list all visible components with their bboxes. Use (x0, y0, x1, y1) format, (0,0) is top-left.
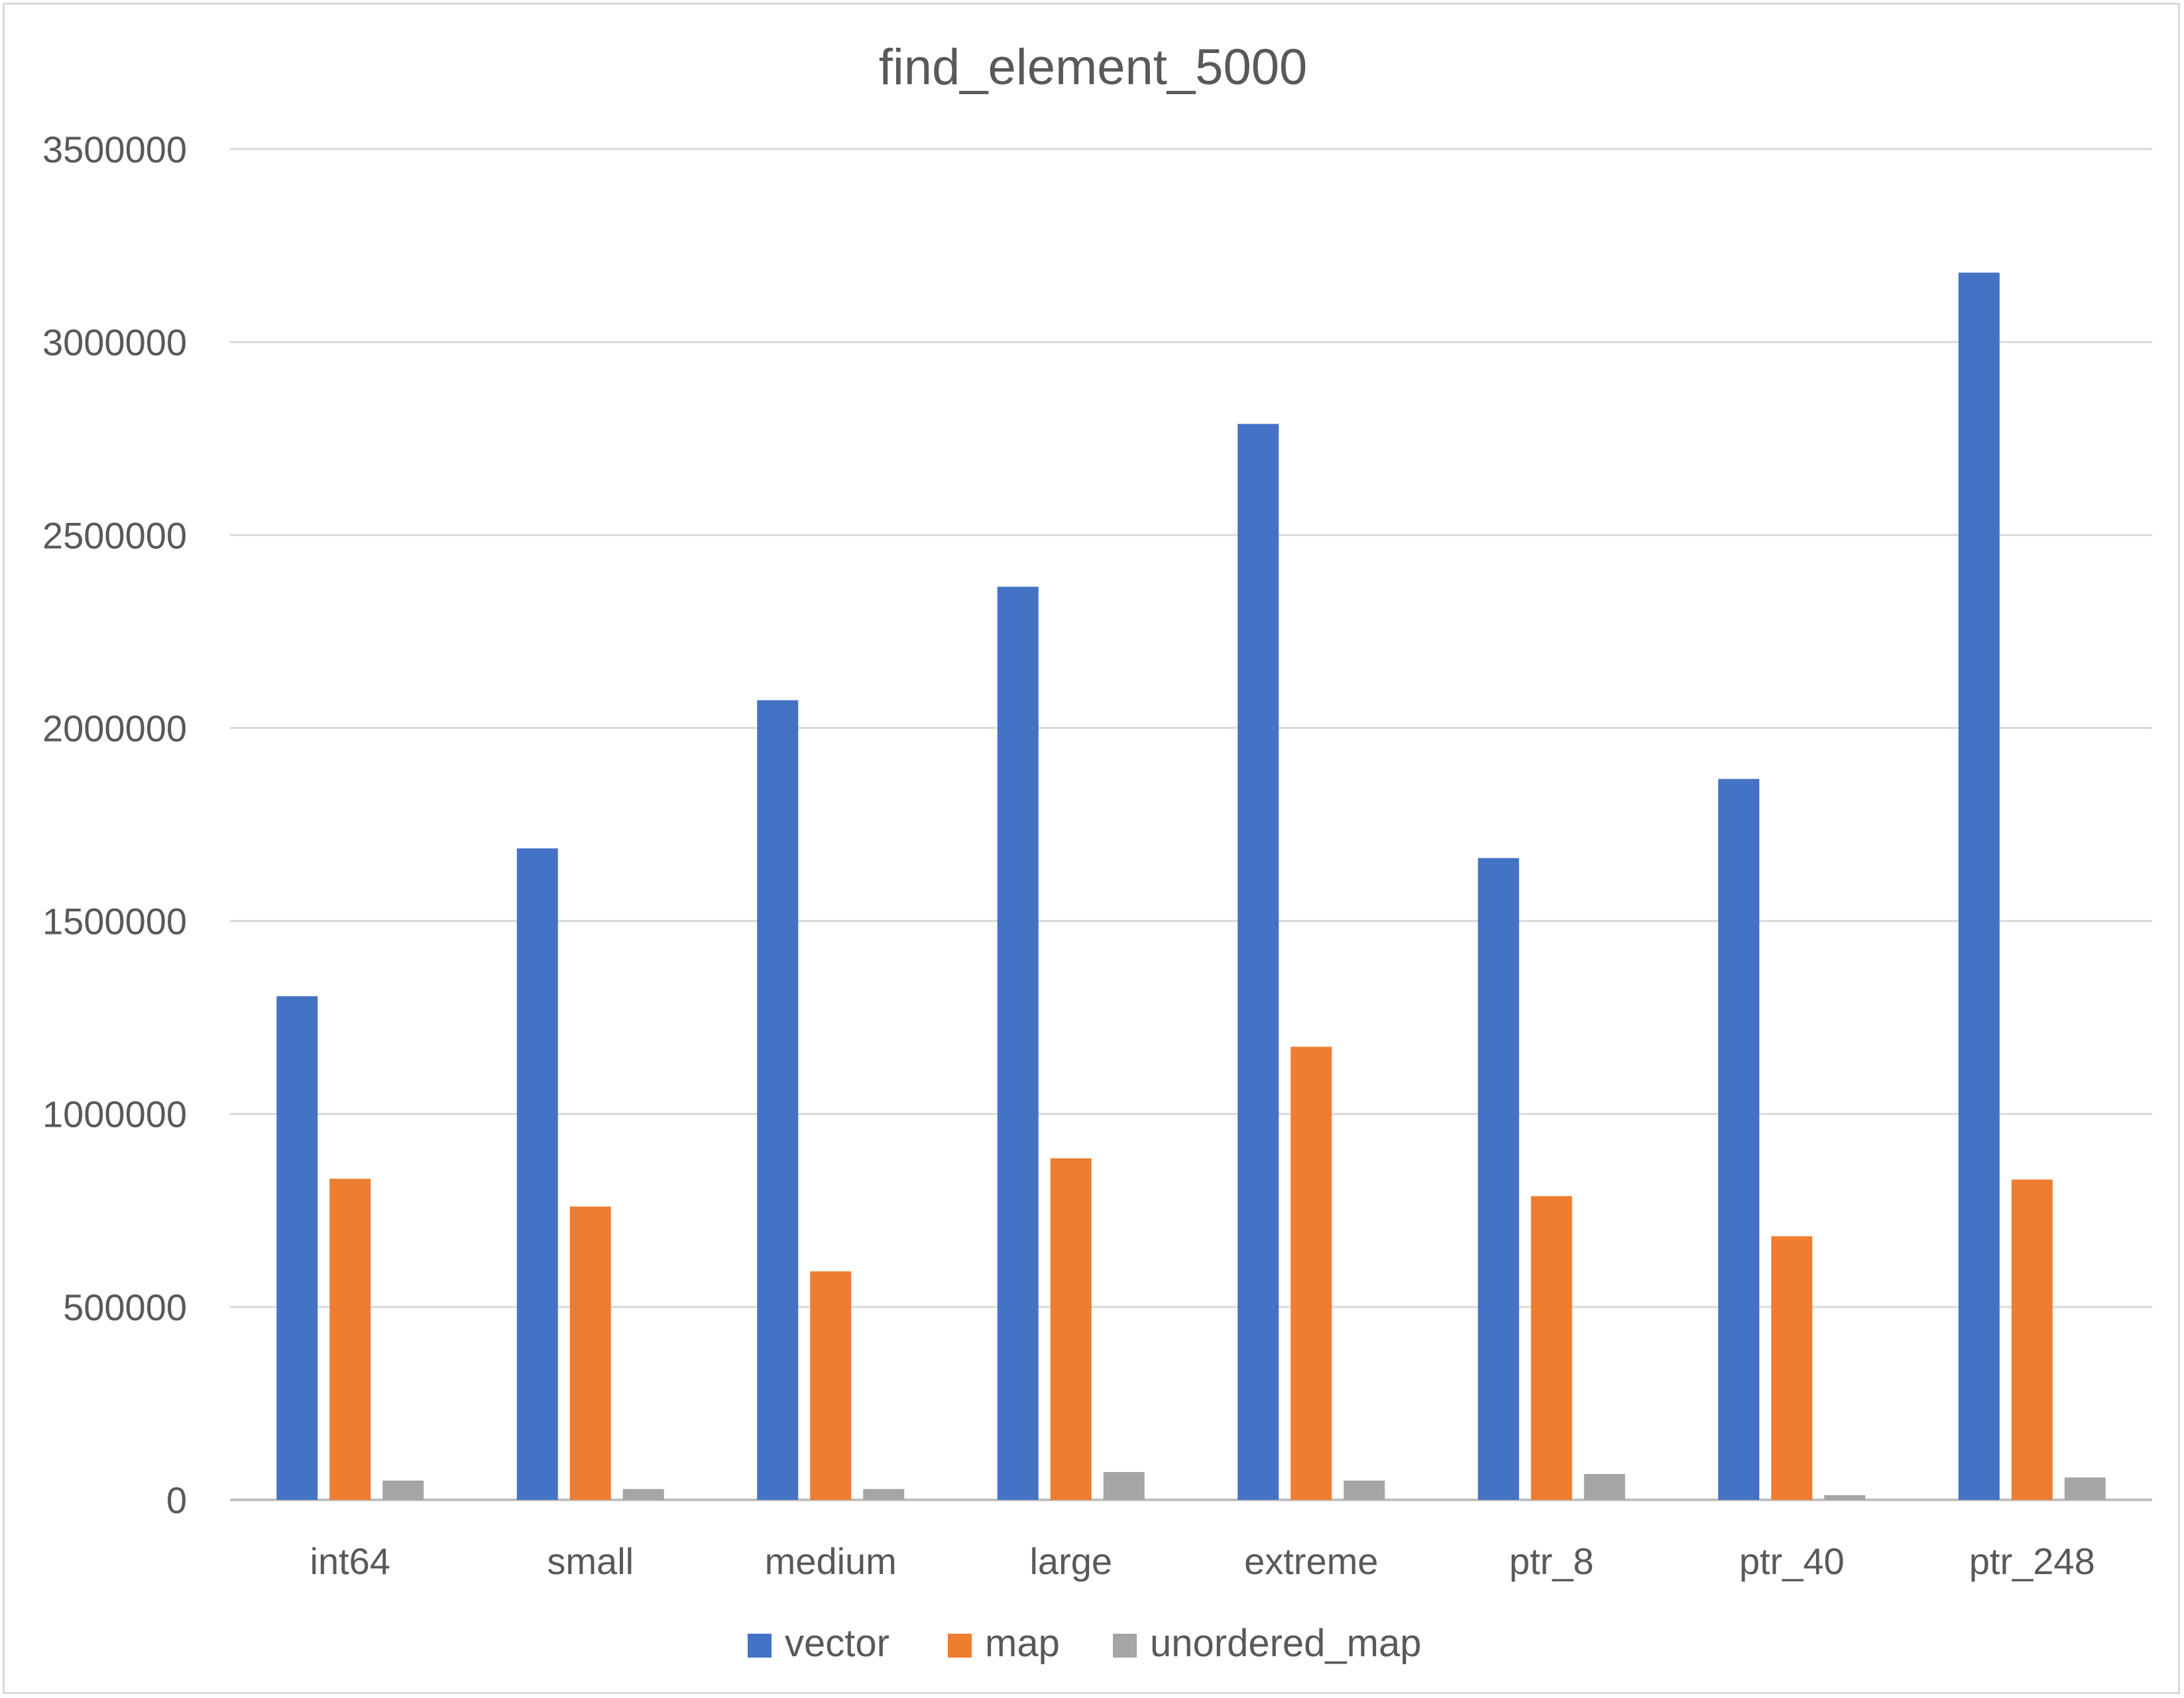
bar-unordered-map-ptr-8 (1583, 1473, 1625, 1500)
bar-map-small (569, 1206, 611, 1500)
bar-map-ptr-8 (1530, 1196, 1572, 1500)
bar-vector-small (516, 848, 558, 1500)
legend-label-unordered-map: unordered_map (1150, 1622, 1422, 1665)
y-tick-label: 2000000 (42, 707, 187, 749)
bar-vector-extreme (1237, 424, 1279, 1500)
y-axis-tick-labels: 0 500000 1000000 1500000 2000000 2500000 30000… (42, 129, 187, 1521)
bar-map-medium (810, 1271, 852, 1500)
y-tick-label: 3000000 (42, 321, 187, 363)
x-tick-label: medium (765, 1540, 897, 1582)
bar-vector-medium (757, 700, 799, 1500)
bar-unordered-map-small (622, 1489, 664, 1500)
x-tick-label: ptr_248 (1969, 1540, 2095, 1582)
bar-unordered-map-large (1103, 1472, 1145, 1500)
legend: vector map unordered_map (748, 1622, 1422, 1665)
bar-vector-ptr-248 (1958, 272, 2000, 1500)
bar-unordered-map-extreme (1344, 1480, 1385, 1500)
bar-map-ptr-40 (1771, 1236, 1813, 1500)
chart-title: find_element_5000 (879, 39, 1308, 95)
x-tick-label: extreme (1244, 1540, 1378, 1582)
bar-unordered-map-ptr-40 (1824, 1495, 1866, 1500)
bar-chart: find_element_5000 0 500000 1000000 1500000 2… (42, 39, 2152, 1665)
x-tick-label: ptr_40 (1739, 1540, 1845, 1582)
bars (276, 272, 2106, 1500)
bar-map-ptr-248 (2011, 1179, 2053, 1500)
bar-vector-large (997, 587, 1039, 1500)
x-tick-label: ptr_8 (1509, 1540, 1594, 1582)
bar-unordered-map-int64 (382, 1480, 424, 1500)
legend-swatch-map (948, 1634, 972, 1658)
bar-unordered-map-medium (863, 1489, 905, 1500)
y-tick-label: 3500000 (42, 129, 187, 170)
chart-area: find_element_5000 0 500000 1000000 1500000 2… (3, 3, 2180, 1694)
legend-label-map: map (985, 1622, 1060, 1665)
legend-swatch-unordered-map (1113, 1634, 1137, 1658)
y-tick-label: 500000 (63, 1286, 187, 1328)
bar-map-large (1050, 1158, 1092, 1500)
legend-swatch-vector (748, 1634, 772, 1658)
bar-unordered-map-ptr-248 (2064, 1477, 2106, 1500)
x-axis-tick-labels: int64 small medium large extreme ptr_8 ptr_40 p… (310, 1540, 2095, 1582)
bar-vector-int64 (276, 996, 318, 1500)
x-tick-label: small (547, 1540, 634, 1582)
bar-map-int64 (329, 1178, 371, 1500)
bar-map-extreme (1291, 1047, 1332, 1500)
y-tick-label: 2500000 (42, 514, 187, 556)
y-tick-label: 1000000 (42, 1094, 187, 1135)
x-tick-label: int64 (310, 1540, 390, 1582)
y-tick-label: 1500000 (42, 901, 187, 942)
x-tick-label: large (1029, 1540, 1112, 1582)
bar-vector-ptr-8 (1477, 858, 1519, 1500)
legend-label-vector: vector (785, 1622, 890, 1665)
y-tick-label: 0 (166, 1479, 187, 1521)
bar-vector-ptr-40 (1718, 779, 1760, 1500)
